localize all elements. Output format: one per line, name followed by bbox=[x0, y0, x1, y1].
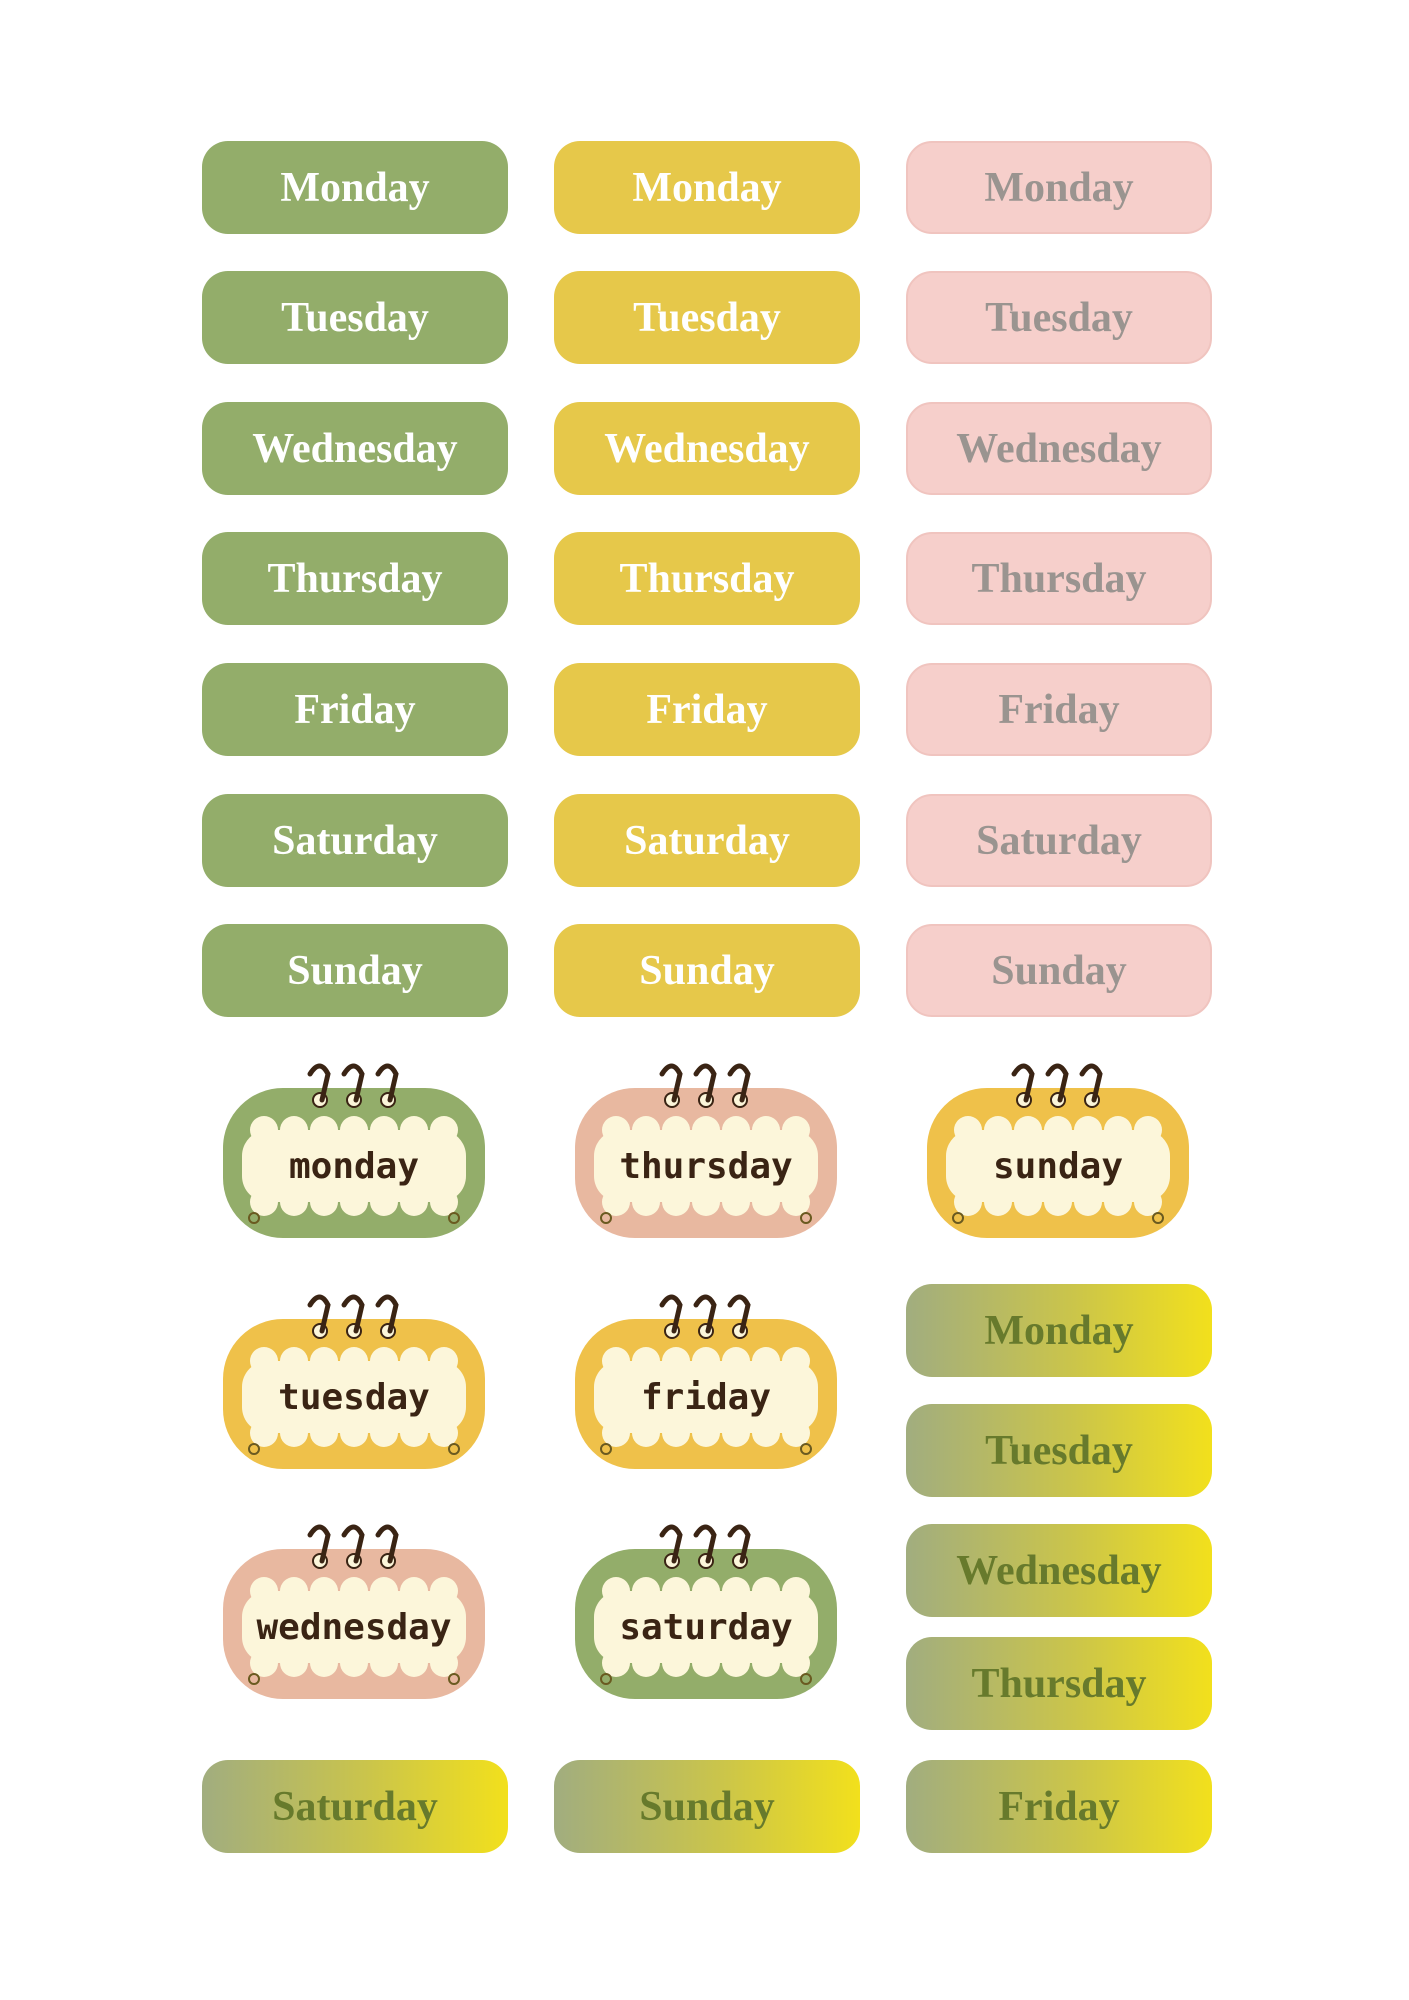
calendar-sticker: friday bbox=[575, 1294, 837, 1469]
spiral-ring bbox=[341, 1063, 365, 1103]
spiral-ring bbox=[1045, 1063, 1069, 1103]
day-sticker: Monday bbox=[554, 141, 860, 234]
calendar-sticker: sunday bbox=[927, 1063, 1189, 1238]
day-sticker: Wednesday bbox=[202, 402, 508, 495]
gradient-sticker: Wednesday bbox=[906, 1524, 1212, 1617]
dot bbox=[448, 1673, 460, 1685]
gradient-sticker: Sunday bbox=[554, 1760, 860, 1853]
spiral-ring bbox=[375, 1063, 399, 1103]
spiral-ring bbox=[341, 1294, 365, 1334]
day-sticker: Sunday bbox=[202, 924, 508, 1017]
spiral-ring bbox=[307, 1524, 331, 1564]
spiral-ring bbox=[307, 1294, 331, 1334]
calendar-sticker: tuesday bbox=[223, 1294, 485, 1469]
label-cloud bbox=[946, 1116, 1170, 1216]
day-sticker: Saturday bbox=[554, 794, 860, 887]
gradient-sticker: Thursday bbox=[906, 1637, 1212, 1730]
dot bbox=[600, 1212, 612, 1224]
dot bbox=[448, 1212, 460, 1224]
dot bbox=[600, 1673, 612, 1685]
calendar-label: wednesday bbox=[256, 1607, 451, 1648]
label-cloud bbox=[242, 1347, 466, 1447]
calendar-label: friday bbox=[641, 1377, 771, 1418]
day-sticker: Sunday bbox=[554, 924, 860, 1017]
spiral-ring bbox=[693, 1524, 717, 1564]
day-sticker: Monday bbox=[202, 141, 508, 234]
dot bbox=[600, 1443, 612, 1455]
calendar-label: thursday bbox=[619, 1146, 792, 1187]
day-sticker: Sunday bbox=[906, 924, 1212, 1017]
calendar-label: monday bbox=[289, 1146, 419, 1187]
calendar-sticker: thursday bbox=[575, 1063, 837, 1238]
day-sticker: Monday bbox=[906, 141, 1212, 234]
dot bbox=[248, 1443, 260, 1455]
label-cloud bbox=[242, 1577, 466, 1677]
spiral-ring bbox=[307, 1063, 331, 1103]
label-cloud bbox=[594, 1577, 818, 1677]
day-sticker: Thursday bbox=[202, 532, 508, 625]
day-sticker: Thursday bbox=[906, 532, 1212, 625]
day-sticker: Saturday bbox=[202, 794, 508, 887]
day-sticker: Friday bbox=[202, 663, 508, 756]
day-sticker: Friday bbox=[554, 663, 860, 756]
spiral-ring bbox=[693, 1063, 717, 1103]
calendar-label: tuesday bbox=[278, 1377, 430, 1418]
spiral-ring bbox=[1011, 1063, 1035, 1103]
calendar-label: saturday bbox=[619, 1607, 792, 1648]
calendar-label: sunday bbox=[993, 1146, 1123, 1187]
calendar-sticker: saturday bbox=[575, 1524, 837, 1699]
day-sticker: Wednesday bbox=[554, 402, 860, 495]
gradient-sticker: Saturday bbox=[202, 1760, 508, 1853]
dot bbox=[800, 1673, 812, 1685]
dot bbox=[448, 1443, 460, 1455]
day-sticker: Tuesday bbox=[202, 271, 508, 364]
spiral-ring bbox=[375, 1294, 399, 1334]
day-sticker: Friday bbox=[906, 663, 1212, 756]
calendar-sticker: monday bbox=[223, 1063, 485, 1238]
spiral-ring bbox=[727, 1524, 751, 1564]
dot bbox=[1152, 1212, 1164, 1224]
day-sticker: Saturday bbox=[906, 794, 1212, 887]
dot bbox=[952, 1212, 964, 1224]
spiral-ring bbox=[659, 1063, 683, 1103]
label-cloud bbox=[242, 1116, 466, 1216]
gradient-sticker: Friday bbox=[906, 1760, 1212, 1853]
spiral-ring bbox=[375, 1524, 399, 1564]
gradient-sticker: Monday bbox=[906, 1284, 1212, 1377]
spiral-ring bbox=[659, 1294, 683, 1334]
spiral-ring bbox=[1079, 1063, 1103, 1103]
day-sticker: Thursday bbox=[554, 532, 860, 625]
dot bbox=[248, 1212, 260, 1224]
label-cloud bbox=[594, 1347, 818, 1447]
day-sticker: Tuesday bbox=[906, 271, 1212, 364]
gradient-sticker: Tuesday bbox=[906, 1404, 1212, 1497]
spiral-ring bbox=[727, 1063, 751, 1103]
spiral-ring bbox=[727, 1294, 751, 1334]
spiral-ring bbox=[693, 1294, 717, 1334]
day-sticker: Tuesday bbox=[554, 271, 860, 364]
dot bbox=[800, 1212, 812, 1224]
spiral-ring bbox=[341, 1524, 365, 1564]
day-sticker: Wednesday bbox=[906, 402, 1212, 495]
dot bbox=[248, 1673, 260, 1685]
dot bbox=[800, 1443, 812, 1455]
spiral-ring bbox=[659, 1524, 683, 1564]
label-cloud bbox=[594, 1116, 818, 1216]
calendar-sticker: wednesday bbox=[223, 1524, 485, 1699]
